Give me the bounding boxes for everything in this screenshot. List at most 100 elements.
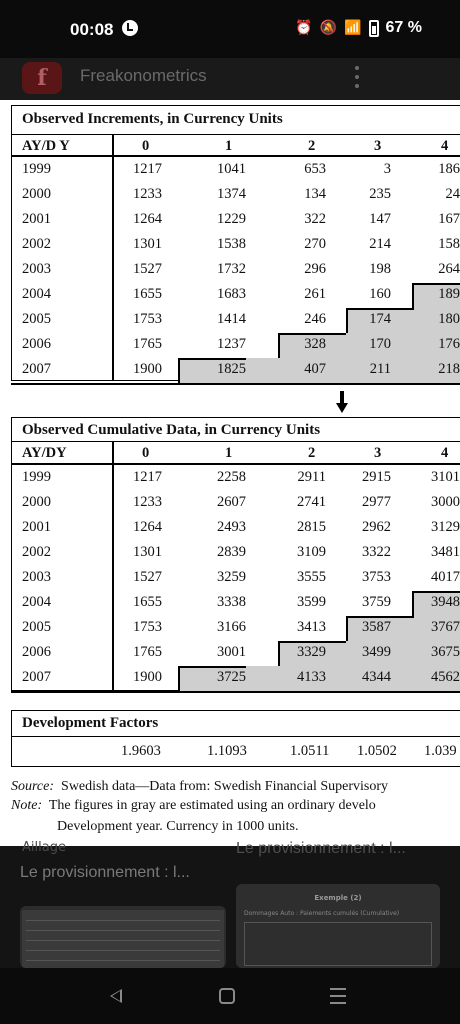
navigation-bar xyxy=(0,968,460,1024)
table-cell: 3587 xyxy=(362,619,391,635)
table-cell: 174 xyxy=(369,311,391,327)
table-cell: 3759 xyxy=(362,594,391,610)
column-header: 4 xyxy=(441,138,449,154)
row-year: 2005 xyxy=(22,311,51,327)
table-cell: 2962 xyxy=(362,519,391,535)
table-cell: 1655 xyxy=(133,594,162,610)
table-cell: 1264 xyxy=(133,211,162,227)
row-year: 2001 xyxy=(22,519,51,535)
table-cell: 1233 xyxy=(133,494,162,510)
table-cell: 3101 xyxy=(431,469,460,485)
table-cell: 4344 xyxy=(362,669,391,685)
table-cell: 3948 xyxy=(431,594,460,610)
table-cell: 3129 xyxy=(431,519,460,535)
column-header: 2 xyxy=(308,138,316,154)
row-year: 2003 xyxy=(22,261,51,277)
document-image[interactable]: Observed Increments, in Currency Units A… xyxy=(0,100,460,846)
table-cell: 1374 xyxy=(217,186,246,202)
table-cell: 1900 xyxy=(133,669,162,685)
row-year: 2000 xyxy=(22,494,51,510)
arrow-down-icon xyxy=(336,391,348,415)
column-header: 0 xyxy=(142,445,150,461)
table-cell: 653 xyxy=(304,161,326,177)
table-cell: 1527 xyxy=(133,261,162,277)
estimated-region xyxy=(178,358,460,383)
note-label: Note: xyxy=(11,798,43,813)
estimated-region xyxy=(278,641,460,666)
increments-title: Observed Increments, in Currency Units xyxy=(22,111,283,127)
table-cell: 1233 xyxy=(133,186,162,202)
table-cell: 3675 xyxy=(431,644,460,660)
table-cell: 1217 xyxy=(133,469,162,485)
row-year: 2007 xyxy=(22,361,51,377)
table-cell: 134 xyxy=(304,186,326,202)
table-cell: 270 xyxy=(304,236,326,252)
feed-tag: Aillage xyxy=(22,840,66,855)
column-header: 3 xyxy=(374,138,382,154)
table-cell: 3725 xyxy=(217,669,246,685)
table-cell: 189 xyxy=(438,286,460,302)
table-cell: 2977 xyxy=(362,494,391,510)
row-year: 2007 xyxy=(22,669,51,685)
note-text-2: Development year. Currency in 1000 units… xyxy=(57,819,299,834)
table-cell: 3481 xyxy=(431,544,460,560)
wifi-icon: 📶 xyxy=(344,20,362,36)
back-icon[interactable] xyxy=(110,989,122,1003)
table-cell: 24 xyxy=(445,186,460,202)
table-cell: 1753 xyxy=(133,311,162,327)
table-cell: 296 xyxy=(304,261,326,277)
mute-icon: 🔕 xyxy=(319,20,338,36)
table-cell: 407 xyxy=(304,361,326,377)
table-cell: 167 xyxy=(438,211,460,227)
table-cell: 1237 xyxy=(217,336,246,352)
development-factor: 1.0511 xyxy=(290,743,330,759)
table-cell: 1825 xyxy=(217,361,246,377)
column-header: 0 xyxy=(142,138,150,154)
development-factor: 1.039 xyxy=(424,743,457,759)
estimated-region xyxy=(278,333,460,358)
status-bar: 00:08 ⏰ 🔕 📶 67 % xyxy=(0,0,460,58)
feed-thumbnail-1[interactable] xyxy=(20,906,226,968)
table-cell: 218 xyxy=(438,361,460,377)
note-line: Note: The figures in gray are estimated … xyxy=(11,798,376,814)
column-header: 1 xyxy=(225,445,233,461)
table-cell: 235 xyxy=(369,186,391,202)
table-cell: 176 xyxy=(438,336,460,352)
row-year: 2001 xyxy=(22,211,51,227)
feed-card-title-2[interactable]: Le provisionnement : l... xyxy=(236,840,406,857)
table-cell: 3322 xyxy=(362,544,391,560)
table-cell: 1527 xyxy=(133,569,162,585)
recent-apps-icon[interactable] xyxy=(330,988,346,1004)
feed-thumbnail-2[interactable]: Exemple (2) Dommages Auto : Paiements cu… xyxy=(236,884,440,968)
table-cell: 3413 xyxy=(297,619,326,635)
notification-icon xyxy=(122,20,138,36)
row-year: 2003 xyxy=(22,569,51,585)
table-cell: 3555 xyxy=(297,569,326,585)
home-icon[interactable] xyxy=(219,988,235,1004)
feed-card-title-1[interactable]: Le provisionnement : l... xyxy=(20,864,190,881)
table-cell: 4017 xyxy=(431,569,460,585)
table-cell: 170 xyxy=(369,336,391,352)
increments-corner: AY/D Y xyxy=(22,138,70,154)
battery-percent: 67 % xyxy=(385,19,422,36)
development-factor: 1.9603 xyxy=(121,743,161,759)
row-year: 2004 xyxy=(22,286,51,302)
table-cell: 264 xyxy=(438,261,460,277)
table-cell: 1414 xyxy=(217,311,246,327)
table-cell: 1900 xyxy=(133,361,162,377)
overflow-menu-icon[interactable] xyxy=(354,66,360,88)
table-cell: 211 xyxy=(369,361,391,377)
status-time: 00:08 xyxy=(70,20,114,39)
row-year: 2005 xyxy=(22,619,51,635)
table-cell: 2815 xyxy=(297,519,326,535)
row-year: 2006 xyxy=(22,336,51,352)
table-cell: 3166 xyxy=(217,619,246,635)
row-year: 1999 xyxy=(22,469,51,485)
table-cell: 328 xyxy=(304,336,326,352)
table-cell: 3499 xyxy=(362,644,391,660)
factors-title: Development Factors xyxy=(22,715,159,731)
table-cell: 1655 xyxy=(133,286,162,302)
thumb2-heading: Exemple (2) xyxy=(314,894,362,902)
table-cell: 198 xyxy=(369,261,391,277)
table-cell: 1753 xyxy=(133,619,162,635)
